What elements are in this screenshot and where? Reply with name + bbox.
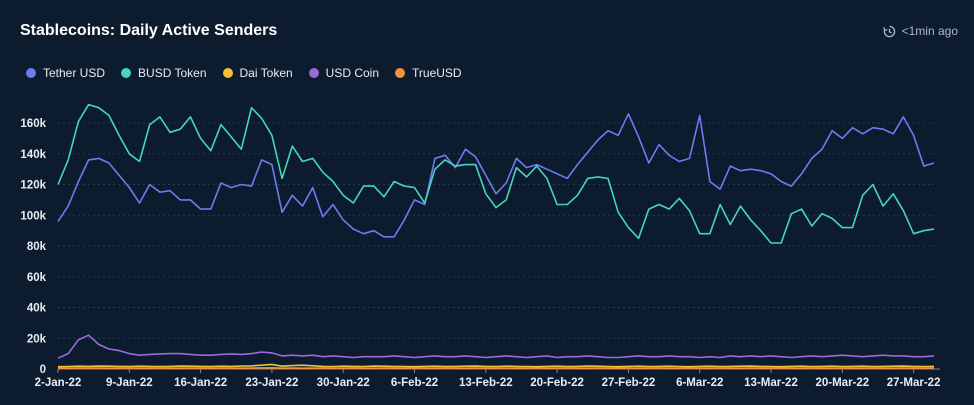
legend-swatch — [121, 68, 132, 78]
y-tick-label: 60k — [27, 272, 47, 284]
x-tick-label: 16-Jan-22 — [174, 377, 227, 389]
legend-item[interactable]: Tether USD — [26, 66, 105, 80]
series-line-usd-coin[interactable] — [57, 334, 935, 359]
chart-header: Stablecoins: Daily Active Senders <1min … — [20, 22, 964, 42]
legend-label: BUSD Token — [138, 66, 207, 80]
y-tick-label: 80k — [27, 241, 47, 253]
x-tick-label: 23-Jan-22 — [245, 377, 298, 389]
last-updated[interactable]: <1min ago — [882, 24, 958, 38]
timestamp-text: <1min ago — [901, 24, 958, 38]
legend-label: USD Coin — [325, 66, 380, 80]
x-tick-label: 30-Jan-22 — [317, 377, 370, 389]
legend-item[interactable]: BUSD Token — [121, 66, 207, 80]
legend-label: Dai Token — [239, 66, 293, 80]
legend-swatch — [222, 68, 233, 78]
y-tick-label: 20k — [27, 333, 47, 345]
x-tick-label: 20-Mar-22 — [815, 377, 869, 389]
x-tick-label: 9-Jan-22 — [106, 377, 153, 389]
x-tick-label: 27-Feb-22 — [602, 377, 656, 389]
series-line-dai-token[interactable] — [57, 363, 935, 368]
legend-swatch — [308, 68, 319, 78]
chart-legend: Tether USD BUSD Token Dai Token USD Coin Tru… — [26, 66, 462, 80]
x-tick-label: 13-Mar-22 — [744, 377, 798, 389]
legend-swatch — [26, 68, 36, 78]
x-tick-label: 2-Jan-22 — [35, 377, 82, 389]
x-tick-label: 27-Mar-22 — [887, 377, 941, 389]
chart-title: Stablecoins: Daily Active Senders — [20, 22, 278, 39]
x-tick-label: 6-Mar-22 — [676, 377, 723, 389]
y-tick-label: 40k — [27, 303, 47, 315]
y-tick-label: 160k — [20, 118, 46, 130]
legend-item[interactable]: USD Coin — [308, 66, 380, 80]
legend-swatch — [395, 68, 406, 78]
legend-label: Tether USD — [43, 66, 106, 80]
y-tick-label: 0 — [40, 364, 46, 376]
x-tick-label: 20-Feb-22 — [530, 377, 584, 389]
x-tick-label: 6-Feb-22 — [391, 377, 438, 389]
legend-item[interactable]: TrueUSD — [395, 66, 462, 80]
y-tick-label: 140k — [20, 149, 46, 161]
legend-label: TrueUSD — [412, 66, 462, 80]
x-tick-label: 13-Feb-22 — [459, 377, 513, 389]
series-line-tether-usd[interactable] — [57, 113, 935, 238]
y-tick-label: 100k — [20, 210, 46, 222]
y-tick-label: 120k — [20, 180, 46, 192]
series-line-busd-token[interactable] — [57, 103, 935, 244]
legend-item[interactable]: Dai Token — [222, 66, 293, 80]
clock-refresh-icon — [882, 25, 895, 37]
